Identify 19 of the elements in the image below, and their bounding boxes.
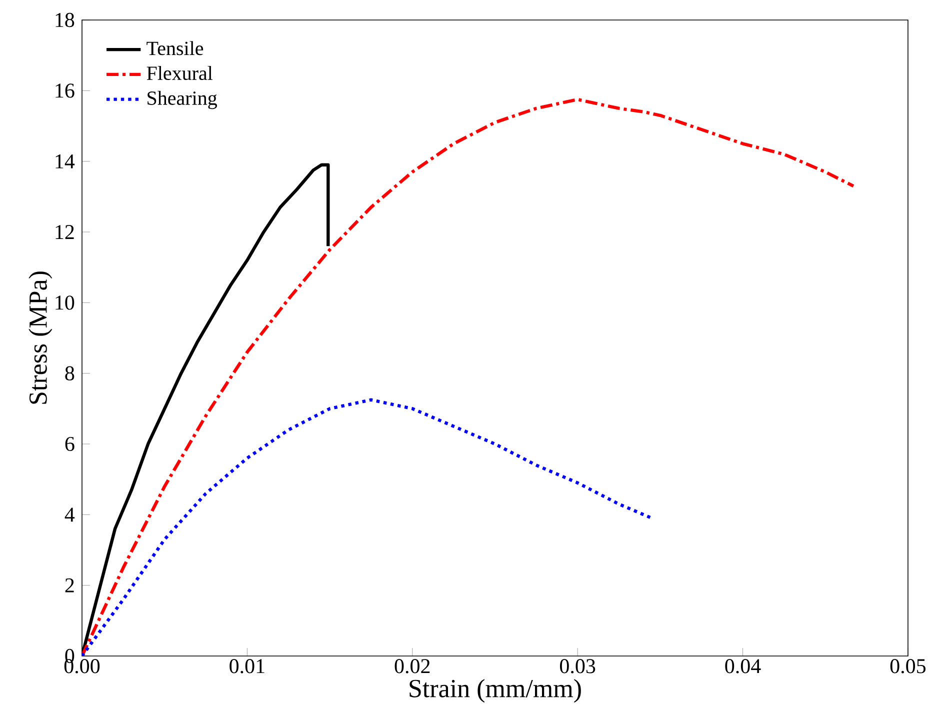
y-tick-label: 14 xyxy=(56,154,75,168)
legend-label: Shearing xyxy=(148,90,217,110)
y-tick-label: 16 xyxy=(56,84,74,98)
y-tick-label: 18 xyxy=(56,12,74,28)
y-tick-label: 6 xyxy=(65,436,74,452)
y-tick-label: 12 xyxy=(56,225,74,239)
x-tick-label: 0.01 xyxy=(230,659,264,674)
y-tick-label: 8 xyxy=(65,366,74,380)
x-axis-title: Strain (mm/mm) xyxy=(410,679,581,703)
x-tick-label: 0.05 xyxy=(890,659,926,674)
x-tick-label: 0.04 xyxy=(725,659,761,674)
y-tick-label: 4 xyxy=(64,508,75,522)
y-tick-label: 10 xyxy=(56,296,74,310)
y-axis-title: Stress (MPa) xyxy=(28,272,52,404)
x-tick-label: 0.03 xyxy=(560,659,596,674)
legend-label: Flexural xyxy=(146,66,213,80)
x-tick-label: 0.02 xyxy=(394,659,430,674)
legend-label: Tensile xyxy=(146,41,204,56)
y-tick-label: 2 xyxy=(65,578,74,592)
